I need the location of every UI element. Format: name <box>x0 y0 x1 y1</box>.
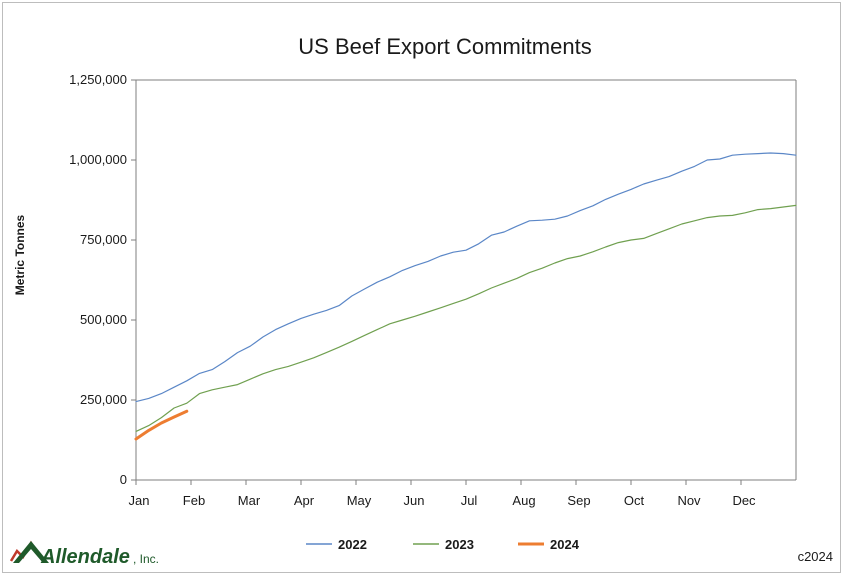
y-tick-label: 750,000 <box>80 232 127 247</box>
x-tick-label: Mar <box>238 493 261 508</box>
y-tick-label: 1,000,000 <box>69 152 127 167</box>
y-ticks: 0 250,000 500,000 750,000 1,000,000 1,250,000 <box>69 72 136 487</box>
y-axis-label: Metric Tonnes <box>13 214 27 295</box>
logo-suffix: , Inc. <box>133 552 159 566</box>
series-line-2024 <box>134 409 189 441</box>
x-tick-label: Apr <box>294 493 315 508</box>
axes <box>135 79 797 481</box>
x-tick-label: Aug <box>512 493 535 508</box>
legend: 2022 2023 2024 <box>306 537 580 552</box>
x-tick-label: Dec <box>732 493 756 508</box>
x-tick-label: Jul <box>461 493 478 508</box>
x-tick-label: Sep <box>567 493 590 508</box>
chart-frame: US Beef Export Commitments Metric Tonnes… <box>2 2 841 573</box>
x-tick-label: Jun <box>404 493 425 508</box>
allendale-logo: Allendale , Inc. <box>9 540 159 568</box>
y-tick-label: 500,000 <box>80 312 127 327</box>
legend-label-2022: 2022 <box>338 537 367 552</box>
x-ticks: Jan Feb Mar Apr May Jun Jul Aug Sep Oct Nov Dec <box>129 480 756 508</box>
y-tick-label: 0 <box>120 472 127 487</box>
y-tick-label: 250,000 <box>80 392 127 407</box>
x-tick-label: May <box>347 493 372 508</box>
x-tick-label: Feb <box>183 493 205 508</box>
logo-roof-icon <box>13 541 49 563</box>
chart-title: US Beef Export Commitments <box>298 34 591 59</box>
x-tick-label: Jan <box>129 493 150 508</box>
legend-label-2024: 2024 <box>550 537 580 552</box>
x-tick-label: Nov <box>677 493 701 508</box>
x-tick-label: Oct <box>624 493 645 508</box>
series-lines <box>134 152 797 441</box>
y-tick-label: 1,250,000 <box>69 72 127 87</box>
copyright-text: c2024 <box>798 549 833 564</box>
legend-label-2023: 2023 <box>445 537 474 552</box>
series-line-2023 <box>135 204 797 432</box>
logo-name: Allendale <box>40 546 130 568</box>
chart-svg: US Beef Export Commitments Metric Tonnes… <box>9 34 833 568</box>
series-line-2022 <box>135 152 797 403</box>
